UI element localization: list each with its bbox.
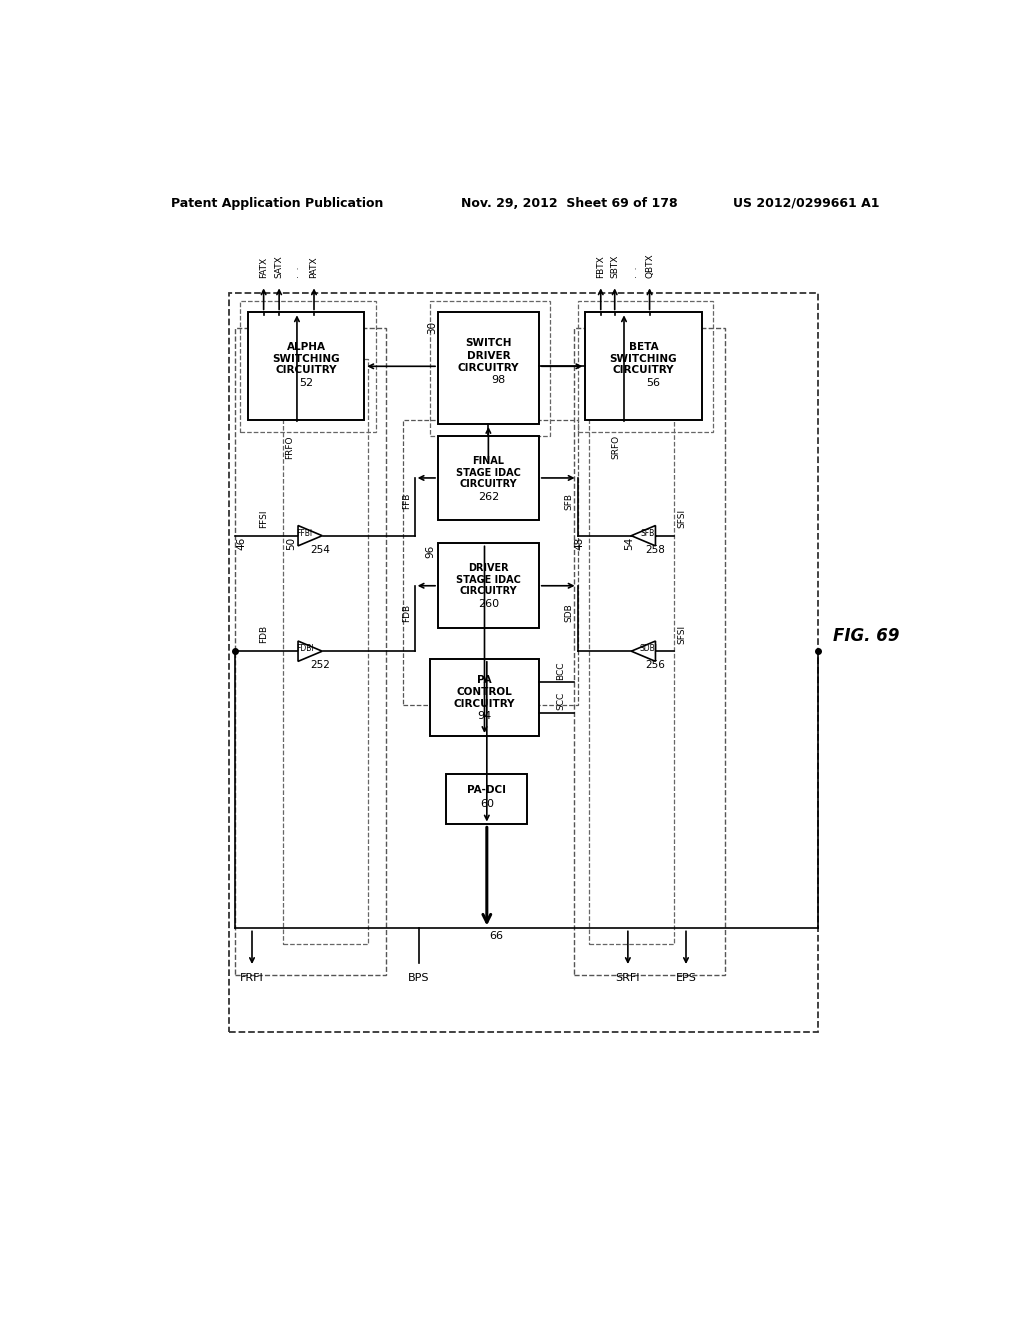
Text: .  .: . . — [630, 267, 639, 277]
Text: BETA: BETA — [629, 342, 658, 352]
Text: 252: 252 — [310, 660, 330, 671]
Text: 60: 60 — [480, 799, 494, 809]
Text: CIRCUITRY: CIRCUITRY — [458, 363, 519, 372]
Text: FFBI: FFBI — [297, 529, 312, 537]
Text: FIG. 69: FIG. 69 — [834, 627, 900, 644]
Bar — [430, 659, 539, 737]
Text: PA-DCI: PA-DCI — [467, 785, 506, 795]
Text: SATX: SATX — [274, 255, 284, 277]
Text: BPS: BPS — [408, 973, 429, 983]
Bar — [589, 359, 675, 944]
Text: SRFO: SRFO — [611, 436, 620, 459]
Text: CIRCUITRY: CIRCUITRY — [460, 586, 517, 597]
Bar — [228, 293, 818, 1032]
Bar — [586, 313, 701, 420]
Text: 50: 50 — [286, 537, 296, 550]
Text: Patent Application Publication: Patent Application Publication — [171, 197, 383, 210]
Text: .  .: . . — [293, 267, 301, 277]
Text: ALPHA: ALPHA — [287, 342, 326, 352]
Bar — [234, 327, 386, 974]
Text: CIRCUITRY: CIRCUITRY — [612, 366, 674, 375]
Polygon shape — [298, 642, 323, 661]
Text: 66: 66 — [489, 931, 503, 941]
Polygon shape — [631, 525, 655, 546]
Text: PATX: PATX — [309, 256, 318, 277]
Text: DRIVER: DRIVER — [468, 564, 509, 573]
Text: 256: 256 — [645, 660, 665, 671]
Text: SBTX: SBTX — [610, 255, 620, 277]
Bar — [438, 436, 539, 520]
Text: CONTROL: CONTROL — [457, 686, 512, 697]
Text: FFB: FFB — [402, 492, 412, 510]
Text: SFBI: SFBI — [641, 529, 657, 537]
Text: SFSI: SFSI — [678, 510, 687, 528]
Text: PA: PA — [477, 676, 492, 685]
Text: SFB: SFB — [564, 492, 573, 510]
Bar — [430, 301, 550, 436]
Text: SFSI: SFSI — [678, 624, 687, 644]
Text: 262: 262 — [478, 492, 499, 502]
Text: SCC: SCC — [556, 692, 565, 710]
Text: SDBI: SDBI — [640, 644, 657, 653]
Text: US 2012/0299661 A1: US 2012/0299661 A1 — [733, 197, 880, 210]
Polygon shape — [298, 525, 323, 546]
Polygon shape — [631, 642, 655, 661]
Text: QBTX: QBTX — [645, 253, 654, 277]
Text: 258: 258 — [645, 545, 665, 554]
Text: SRFI: SRFI — [615, 973, 640, 983]
Text: CIRCUITRY: CIRCUITRY — [454, 698, 515, 709]
Text: 30: 30 — [427, 321, 437, 334]
Text: 98: 98 — [492, 375, 506, 385]
Text: SWITCHING: SWITCHING — [272, 354, 340, 363]
Text: CIRCUITRY: CIRCUITRY — [275, 366, 337, 375]
Text: Nov. 29, 2012  Sheet 69 of 178: Nov. 29, 2012 Sheet 69 of 178 — [461, 197, 678, 210]
Text: 96: 96 — [425, 544, 435, 558]
Text: FDBI: FDBI — [296, 644, 313, 653]
Text: STAGE IDAC: STAGE IDAC — [456, 574, 521, 585]
Text: 52: 52 — [299, 379, 313, 388]
Text: 46: 46 — [237, 537, 247, 550]
Text: SWITCHING: SWITCHING — [609, 354, 677, 363]
Bar — [573, 327, 725, 974]
Bar — [445, 775, 527, 825]
Bar — [578, 301, 713, 432]
Text: BCC: BCC — [556, 661, 565, 680]
Bar — [283, 359, 369, 944]
Bar — [248, 313, 365, 420]
Text: 56: 56 — [646, 379, 660, 388]
Text: EPS: EPS — [676, 973, 696, 983]
Text: FRFI: FRFI — [240, 973, 264, 983]
Text: SWITCH: SWITCH — [465, 338, 512, 348]
Text: SDB: SDB — [564, 603, 573, 622]
Text: 54: 54 — [625, 537, 635, 550]
Bar — [438, 544, 539, 628]
Text: FFSI: FFSI — [259, 510, 268, 528]
Text: DRIVER: DRIVER — [467, 351, 510, 360]
Bar — [438, 313, 539, 424]
Bar — [403, 420, 578, 705]
Text: FINAL: FINAL — [472, 455, 505, 466]
Text: FATX: FATX — [259, 256, 268, 277]
Text: 48: 48 — [574, 537, 584, 550]
Text: FBTX: FBTX — [596, 255, 605, 277]
Text: CIRCUITRY: CIRCUITRY — [460, 479, 517, 490]
Text: STAGE IDAC: STAGE IDAC — [456, 467, 521, 478]
Bar — [241, 301, 376, 432]
Text: 254: 254 — [310, 545, 330, 554]
Text: FDB: FDB — [402, 603, 412, 622]
Text: 260: 260 — [478, 599, 499, 610]
Text: FRFO: FRFO — [285, 436, 294, 459]
Text: 94: 94 — [477, 711, 492, 721]
Text: FDB: FDB — [259, 626, 268, 643]
